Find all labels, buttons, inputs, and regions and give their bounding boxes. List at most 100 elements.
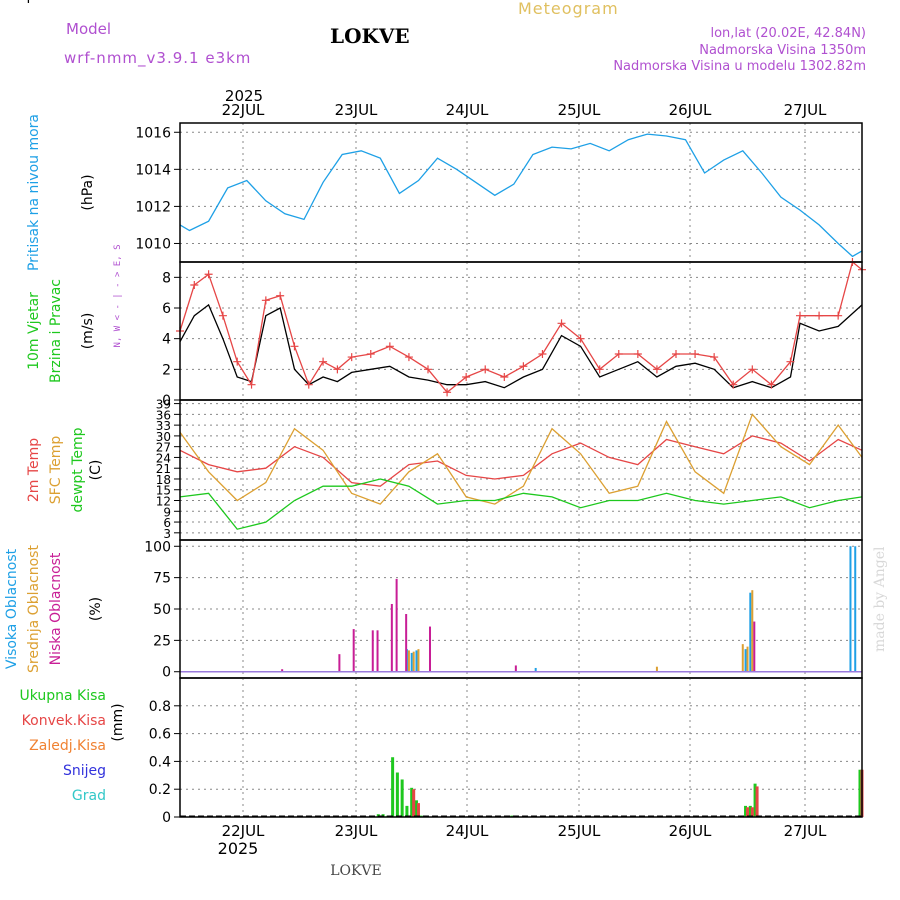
y-tick-label: 39: [156, 398, 171, 412]
y-tick-label: 0.2: [149, 782, 171, 798]
gust-point: [633, 350, 642, 358]
bar-niska-oblacnost: [338, 654, 341, 672]
bar-srednja-oblacnost: [407, 650, 410, 672]
y-tick-label: 0: [162, 393, 171, 409]
y-tick-label: 30: [156, 430, 171, 444]
top-day-label: 26JUL: [669, 101, 712, 119]
gust-point: [366, 350, 375, 358]
gust-point: [576, 334, 585, 343]
gust-point: [672, 350, 680, 358]
y-tick-label: 33: [156, 419, 171, 433]
gust-point: [481, 365, 490, 374]
bar-niska-oblacnost: [390, 603, 393, 672]
y-tick-label: 1010: [135, 236, 171, 252]
bottom-day-labels: 22JUL 23JUL 24JUL 25JUL 26JUL 27JUL: [222, 822, 827, 840]
y-tick-label: 6: [163, 516, 171, 530]
panel-frame: [179, 399, 863, 541]
y-tick-label: 24: [156, 451, 171, 465]
panel-clouds: 0 25 50 75 100 Visoka Oblacnost Srednja Oblacn…: [4, 539, 863, 681]
y-tick-label: 9: [163, 505, 171, 519]
gust-point: [404, 353, 413, 362]
y-tick-label: 0.4: [149, 754, 171, 770]
bar-srednja-oblacnost: [412, 651, 415, 672]
bar-ukupna-kisa: [744, 805, 748, 817]
bar-ukupna-kisa: [748, 805, 752, 817]
y-tick-label: 27: [156, 441, 171, 455]
bar-srednja-oblacnost: [746, 646, 749, 672]
bottom-day-label: 22JUL: [222, 822, 265, 840]
y-tick-label: 100: [144, 539, 171, 555]
gust-point: [462, 373, 471, 381]
gust-point: [276, 291, 285, 300]
y-axis-unit: (m/s): [80, 313, 96, 350]
gust-point: [834, 311, 843, 320]
y-tick-label: 6: [162, 301, 171, 317]
gust-point: [443, 388, 452, 397]
bar-niska-oblacnost: [371, 630, 374, 672]
y-tick-label: 2: [162, 362, 171, 378]
precip-legend-item: Snijeg: [63, 763, 106, 779]
bar-visoka-oblacnost: [410, 652, 413, 672]
bar-ukupna-kisa: [410, 787, 414, 817]
y-tick-label: 0: [162, 665, 171, 681]
y-tick-label: 1016: [135, 125, 171, 141]
y-tick-label: 50: [153, 602, 171, 618]
bottom-year: 2025: [218, 839, 259, 858]
model-elevation-text: Nadmorska Visina u modelu 1302.82m: [613, 59, 866, 74]
series-dewpt-temp: [179, 478, 863, 530]
bar-niska-oblacnost: [352, 629, 355, 672]
y-tick-label: 36: [156, 408, 171, 422]
series-wind-speed: [179, 303, 863, 389]
y-axis-unit: (mm): [110, 703, 126, 741]
bar-srednja-oblacnost: [751, 590, 754, 672]
gust-point: [729, 380, 738, 389]
panel-frame: [179, 261, 863, 401]
bottom-day-label: 27JUL: [784, 822, 827, 840]
gust-point: [710, 353, 719, 362]
y-tick-label: 18: [156, 473, 171, 487]
bar-ukupna-kisa: [753, 783, 757, 817]
bar-ukupna-kisa: [391, 757, 395, 817]
panel-frame: [179, 677, 863, 818]
bar-niska-oblacnost: [395, 578, 398, 672]
bar-srednja-oblacnost: [417, 649, 420, 672]
y-tick-label: 0.8: [149, 699, 171, 715]
y-tick-label: 0.6: [149, 727, 171, 743]
gust-point: [333, 365, 342, 374]
bar-visoka-oblacnost: [415, 650, 418, 672]
y-tick-label: 21: [156, 462, 171, 476]
bottom-day-label: 23JUL: [335, 822, 378, 840]
gust-point: [786, 357, 795, 366]
bar-ukupna-kisa: [400, 779, 404, 817]
gust-point: [519, 362, 528, 371]
model-name: wrf-nmm_v3.9.1 e3km: [64, 49, 251, 68]
precip-legend-item: Grad: [72, 788, 106, 804]
y-axis-title: Visoka Oblacnost: [4, 548, 20, 669]
gust-point: [290, 342, 299, 351]
y-axis-title: Brzina i Pravac: [48, 279, 64, 383]
bar-konvek-kisa: [750, 807, 754, 817]
gust-point: [261, 296, 270, 305]
y-axis-unit: (hPa): [80, 174, 96, 210]
bar-ukupna-kisa: [395, 772, 399, 817]
gust-point: [190, 281, 199, 289]
precip-legend-item: Zaledj.Kisa: [29, 738, 106, 754]
bar-niska-oblacnost: [281, 669, 284, 672]
panel-pressure: 1010 1012 1014 1016 Pritisak na nivou mora (h…: [26, 114, 863, 271]
bar-visoka-oblacnost: [849, 546, 852, 672]
gust-point: [319, 357, 328, 366]
y-axis-unit: (%): [88, 597, 104, 621]
bar-ukupna-kisa: [405, 805, 409, 817]
gust-point: [815, 311, 824, 320]
y-tick-label: 0: [162, 810, 171, 826]
gust-point: [595, 365, 604, 374]
series-gust: [179, 260, 863, 394]
top-day-label: 22JUL: [222, 101, 265, 119]
y-tick-label: 25: [153, 633, 171, 649]
y-tick-label: 4: [162, 332, 171, 348]
y-axis-unit: (C): [88, 460, 104, 481]
top-day-label: 27JUL: [784, 101, 827, 119]
gust-point: [614, 350, 623, 358]
bar-niska-oblacnost: [405, 614, 408, 672]
